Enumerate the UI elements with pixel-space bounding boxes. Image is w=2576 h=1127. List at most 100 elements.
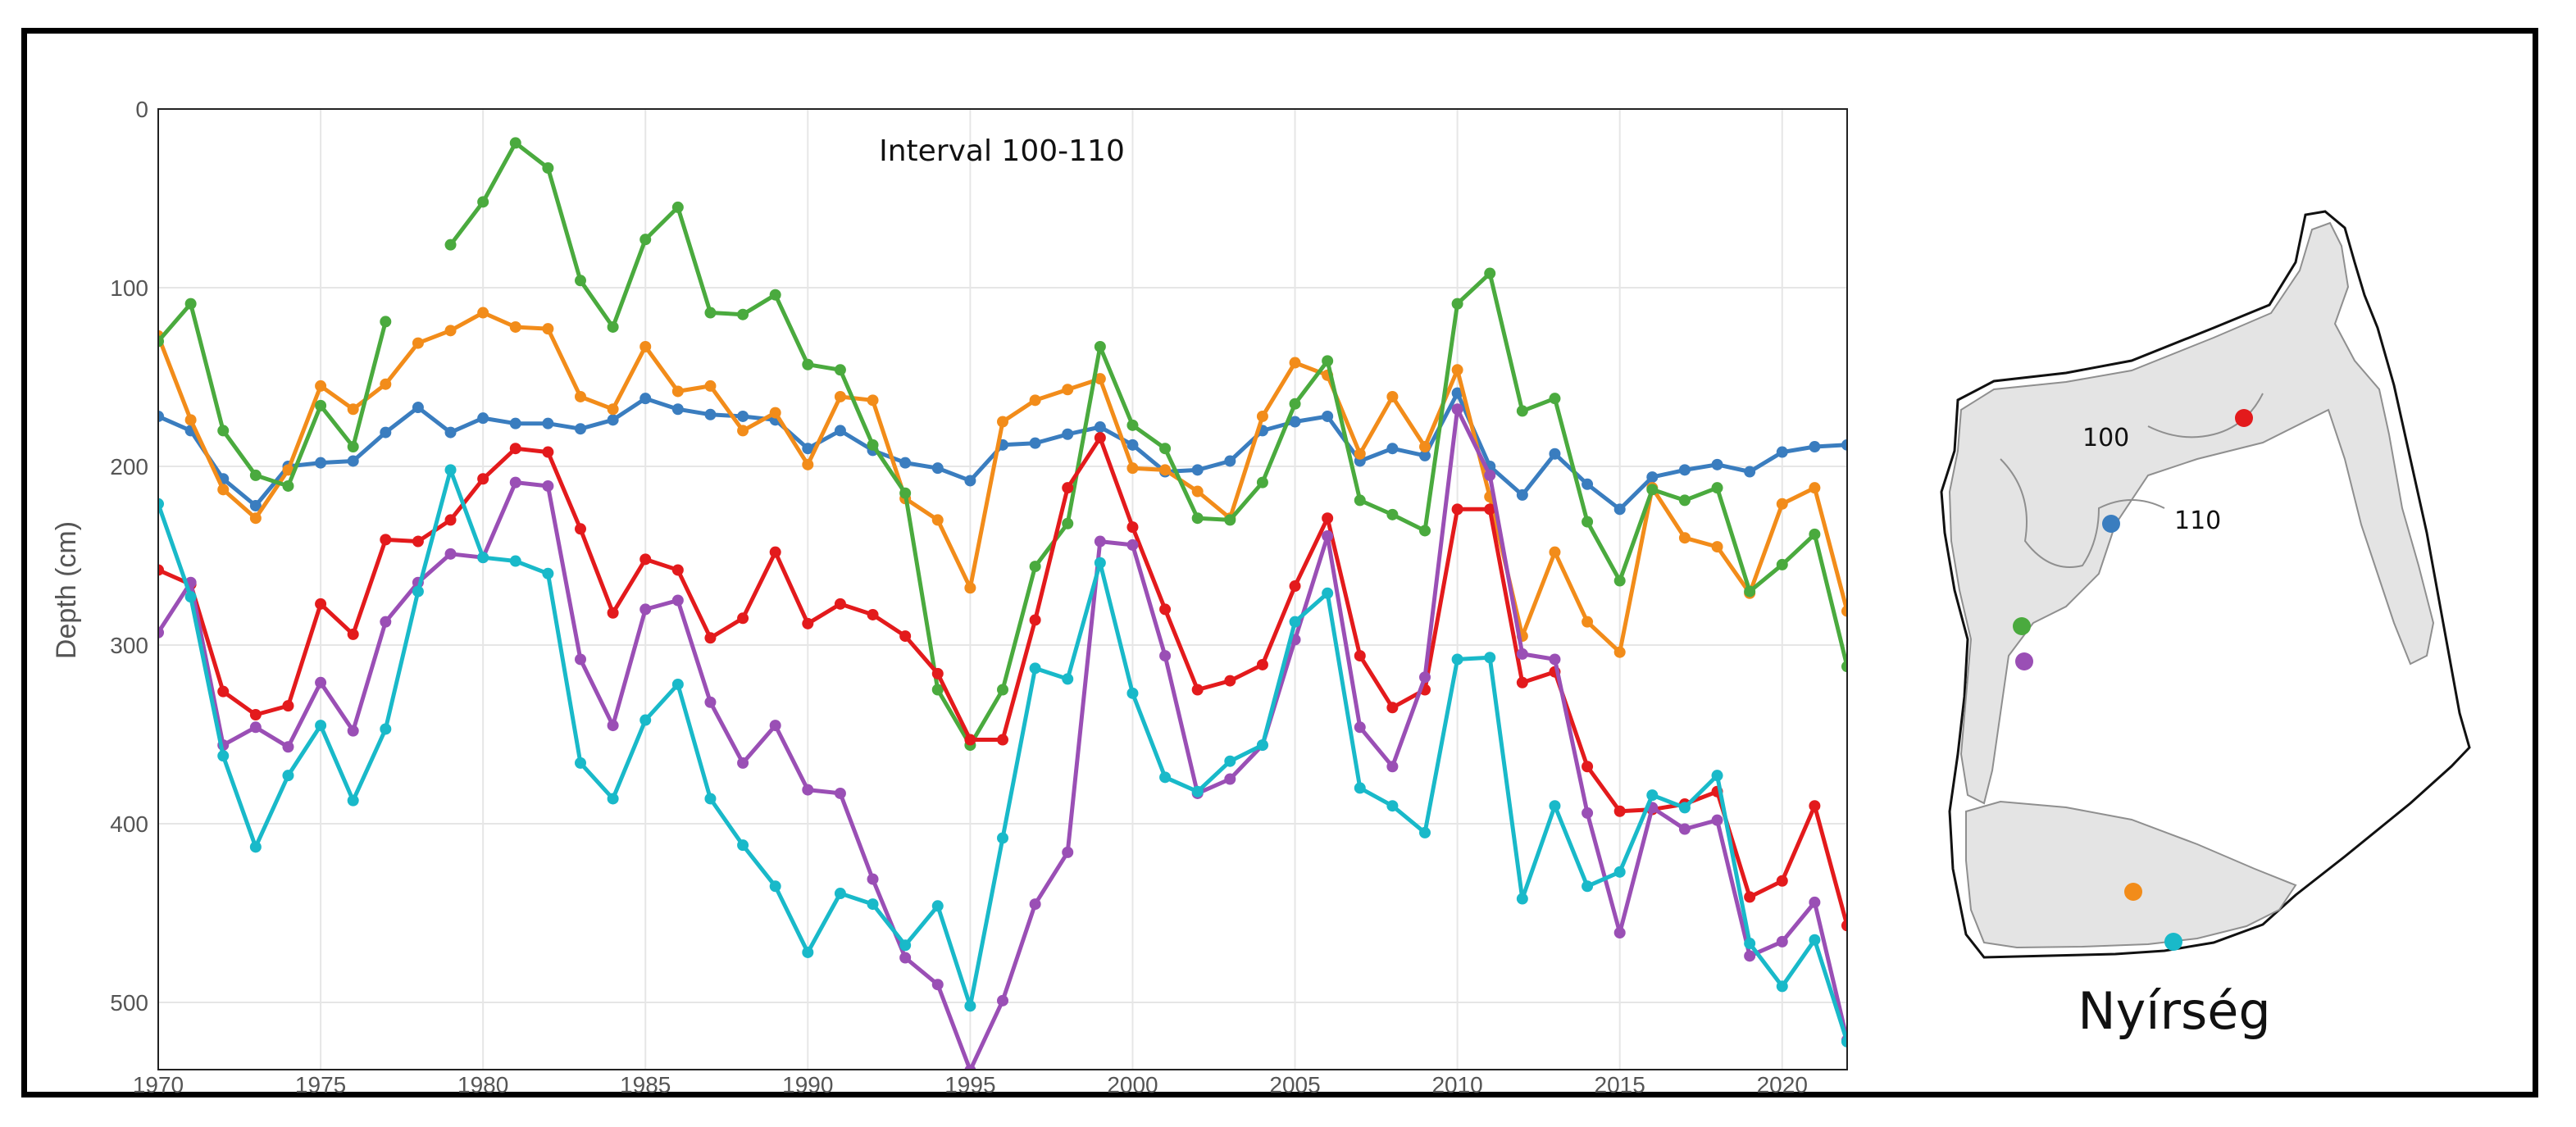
data-point xyxy=(671,403,684,416)
data-point xyxy=(1419,449,1431,461)
data-point xyxy=(575,653,586,666)
data-point xyxy=(1582,807,1594,819)
data-point xyxy=(1062,482,1074,494)
plot-border xyxy=(157,108,1848,1070)
data-point xyxy=(509,417,521,429)
data-point xyxy=(1711,770,1723,782)
data-point xyxy=(1094,421,1106,434)
data-point xyxy=(1094,373,1106,385)
data-point xyxy=(964,475,976,487)
data-point xyxy=(899,939,912,952)
data-point xyxy=(867,394,879,407)
data-point xyxy=(1582,516,1594,528)
data-point xyxy=(217,750,230,762)
data-point xyxy=(1256,739,1268,752)
data-point xyxy=(184,414,197,426)
y-tick-label: 0 xyxy=(135,97,148,122)
data-point xyxy=(1062,428,1074,440)
data-point xyxy=(1451,403,1463,416)
data-point xyxy=(444,548,457,560)
data-point xyxy=(899,952,912,964)
data-point xyxy=(1256,658,1268,670)
x-tick-label: 1970 xyxy=(133,1072,184,1097)
contour-line xyxy=(2147,393,2264,439)
x-tick-label: 1985 xyxy=(620,1072,671,1097)
data-point xyxy=(1354,494,1366,507)
data-point xyxy=(867,439,879,451)
data-point xyxy=(867,873,879,885)
data-point xyxy=(315,720,327,732)
data-point xyxy=(1029,394,1041,407)
contour-label-100: 100 xyxy=(2082,424,2129,452)
data-point xyxy=(1744,585,1756,598)
y-tick-label: 100 xyxy=(110,275,148,301)
data-point xyxy=(997,684,1008,696)
data-point xyxy=(184,298,197,310)
data-point xyxy=(1419,671,1431,684)
data-point xyxy=(1322,587,1334,599)
data-point xyxy=(412,535,424,548)
data-point xyxy=(1776,498,1788,510)
data-point xyxy=(217,484,230,496)
data-point xyxy=(1386,800,1399,812)
data-point xyxy=(315,598,327,610)
data-point xyxy=(1744,950,1756,962)
data-point xyxy=(1094,557,1106,569)
data-point xyxy=(1646,484,1659,496)
well-marker-cyan xyxy=(2164,933,2182,951)
data-point xyxy=(249,841,262,853)
data-point xyxy=(1841,661,1847,673)
data-point xyxy=(1484,652,1496,664)
data-point xyxy=(1841,439,1847,451)
data-point xyxy=(1549,800,1561,812)
data-point xyxy=(1549,653,1561,666)
data-point xyxy=(899,457,912,469)
data-point xyxy=(542,479,554,492)
data-point xyxy=(802,443,814,455)
data-point xyxy=(1224,455,1236,467)
data-point xyxy=(347,725,359,737)
x-tick-label: 2010 xyxy=(1431,1072,1482,1097)
data-point xyxy=(477,412,489,425)
data-point xyxy=(769,407,781,419)
data-point xyxy=(1516,489,1528,501)
data-point xyxy=(282,741,294,753)
data-point xyxy=(347,441,359,453)
data-point xyxy=(1191,684,1204,696)
data-point xyxy=(1354,650,1366,662)
data-point xyxy=(1256,410,1268,422)
data-point xyxy=(1484,503,1496,516)
data-point xyxy=(412,585,424,598)
data-point xyxy=(1322,512,1334,525)
contour-label-110: 110 xyxy=(2174,507,2221,535)
data-point xyxy=(1451,364,1463,376)
data-point xyxy=(671,594,684,607)
data-point xyxy=(802,358,814,370)
data-point xyxy=(1582,880,1594,893)
data-point xyxy=(899,630,912,643)
data-point xyxy=(1776,980,1788,993)
data-point xyxy=(802,946,814,958)
x-tick-label: 1995 xyxy=(944,1072,995,1097)
data-point xyxy=(1744,938,1756,950)
data-point xyxy=(1126,439,1139,451)
data-point xyxy=(737,612,749,625)
data-point xyxy=(347,455,359,467)
data-point xyxy=(1289,416,1301,428)
data-point xyxy=(575,523,586,535)
data-point xyxy=(931,979,944,991)
data-point xyxy=(542,161,554,174)
data-point xyxy=(542,323,554,335)
data-point xyxy=(639,393,652,405)
data-point xyxy=(1613,926,1626,938)
data-point xyxy=(834,425,846,437)
data-point xyxy=(1516,405,1528,417)
data-point xyxy=(1159,464,1172,476)
data-point xyxy=(704,696,717,708)
data-point xyxy=(1744,466,1756,478)
data-point xyxy=(1809,896,1821,908)
data-point xyxy=(158,410,164,422)
y-tick-labels: 0 100 200 300 400 500 xyxy=(110,97,148,1016)
data-point xyxy=(575,757,586,769)
data-point xyxy=(769,880,781,893)
